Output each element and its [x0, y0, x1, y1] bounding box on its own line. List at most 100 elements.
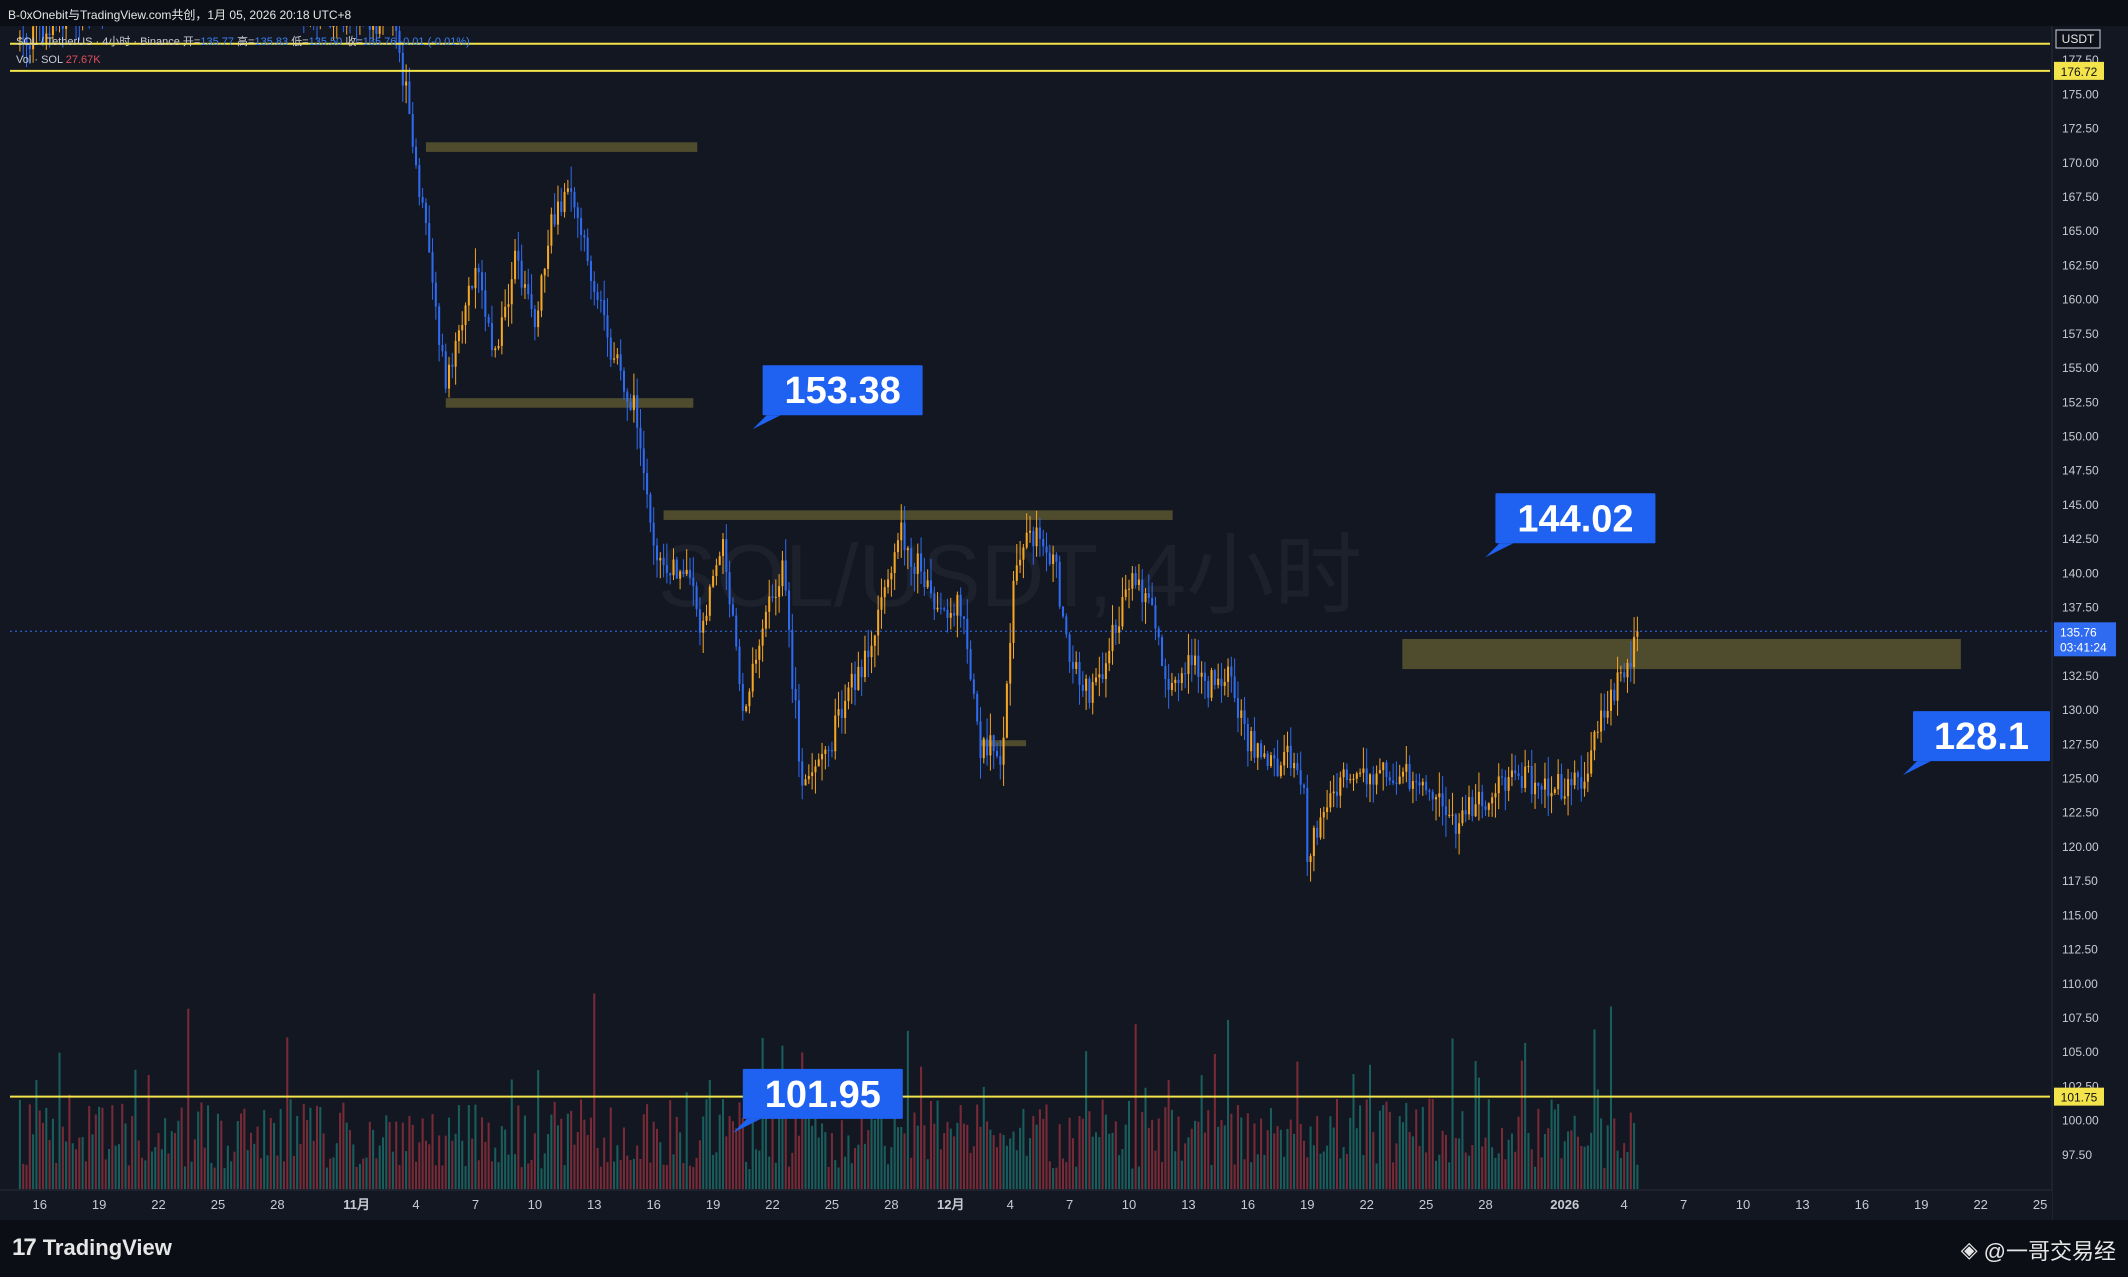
candle-body: [1428, 790, 1431, 792]
volume-bar: [273, 1122, 276, 1189]
candle-body: [920, 553, 923, 572]
volume-bar: [240, 1113, 243, 1189]
volume-bar: [662, 1164, 665, 1189]
candle-body: [708, 586, 711, 616]
candle-body: [1061, 606, 1065, 617]
volume-bar: [1104, 1114, 1107, 1189]
volume-bar: [1094, 1132, 1098, 1189]
volume-bar: [355, 1166, 358, 1189]
candle-body: [1108, 650, 1111, 664]
volume-bar: [1421, 1106, 1424, 1189]
candle-body: [1164, 666, 1167, 679]
candle-body: [962, 616, 966, 619]
price-tick-label: 167.50: [2062, 190, 2099, 204]
candle-body: [1144, 593, 1147, 603]
volume-bar: [811, 1125, 814, 1189]
volume-bar: [1154, 1150, 1157, 1189]
candle-body: [867, 650, 870, 658]
volume-bar: [1240, 1117, 1243, 1189]
price-tick-label: 107.50: [2062, 1011, 2099, 1025]
volume-bar: [398, 1164, 401, 1189]
volume-bar: [160, 1149, 163, 1189]
volume-bar: [1560, 1158, 1563, 1189]
volume-bar: [434, 1165, 437, 1189]
candle-body: [342, 26, 345, 27]
time-tick-label: 11月: [343, 1197, 370, 1212]
candle-body: [1210, 670, 1213, 698]
volume-bar: [1028, 1138, 1032, 1189]
candle-body: [1253, 731, 1256, 758]
volume-bar: [339, 1112, 342, 1189]
candle-body: [1019, 559, 1022, 566]
zone-rect: [663, 510, 1173, 520]
candle-body: [530, 294, 533, 310]
volume-bar: [203, 1147, 206, 1189]
volume-bar: [368, 1121, 371, 1189]
volume-bar: [1141, 1111, 1144, 1189]
volume-bar: [1309, 1126, 1312, 1189]
price-tick-label: 110.00: [2062, 977, 2098, 991]
candle-body: [913, 566, 916, 574]
callout-pointer: [732, 1118, 761, 1133]
ohlc-value: 135.83: [254, 36, 291, 48]
volume-bar: [484, 1141, 487, 1189]
time-axis[interactable]: 16 19 22 25 28 11月 4 7 10 13 16 19 22 25 28 12月 4 7 10 13 16…: [0, 1189, 2052, 1220]
volume-bar: [104, 1159, 107, 1189]
candle-body: [414, 146, 418, 166]
volume-bar: [649, 1162, 652, 1189]
tradingview-logo[interactable]: 17 TradingView: [12, 1234, 172, 1262]
volume-bar: [870, 1114, 873, 1189]
time-tick-label: 13: [587, 1197, 601, 1212]
volume-bar: [1121, 1149, 1124, 1189]
volume-bar: [721, 1099, 725, 1189]
candle-body: [1547, 778, 1550, 797]
volume-bar: [1177, 1116, 1180, 1189]
price-axis[interactable]: USDT177.50175.00172.50170.00167.50165.00…: [2051, 26, 2128, 1220]
price-callout-labels[interactable]: 153.38 144.02 128.1 101.95: [732, 365, 2050, 1133]
time-tick-label: 25: [1419, 1197, 1433, 1212]
volume-bar: [500, 1126, 503, 1189]
volume-bar: [553, 1101, 556, 1189]
candle-body: [395, 26, 398, 32]
volume-bar: [1091, 1136, 1094, 1189]
candle-body: [1104, 663, 1107, 680]
support-resistance-zones[interactable]: [425, 142, 1961, 747]
candle-body: [1154, 605, 1157, 629]
candle-body: [1180, 673, 1183, 684]
candle-body: [1359, 772, 1362, 774]
candle-body: [768, 596, 771, 612]
chart-canvas[interactable]: SOL/USDT, 4小时 153.38 144.02 128.1 101.95 SO…: [0, 26, 2128, 1220]
candle-body: [1015, 565, 1018, 581]
volume-bar: [1071, 1138, 1074, 1189]
volume-bar: [807, 1103, 810, 1189]
candle-body: [474, 268, 477, 289]
volume-bar: [692, 1167, 695, 1189]
candle-body: [1481, 791, 1484, 807]
candle-body: [1137, 579, 1140, 586]
price-tick-label: 142.50: [2062, 532, 2099, 546]
candle-body: [467, 285, 470, 306]
volume-bar: [1128, 1100, 1131, 1189]
candle-body: [1497, 776, 1500, 794]
candle-body: [1005, 683, 1008, 738]
volume-bar: [1009, 1138, 1012, 1189]
volume-bar: [471, 1138, 474, 1189]
candle-body: [834, 715, 837, 752]
candle-body: [906, 548, 909, 551]
volume-bar: [1392, 1162, 1395, 1189]
volume-bar: [1233, 1164, 1236, 1189]
time-tick-label: 16: [1241, 1197, 1255, 1212]
candle-body: [1012, 580, 1015, 643]
volume-bar: [1137, 1166, 1140, 1189]
volume-bar: [1534, 1166, 1537, 1189]
volume-bar: [771, 1116, 774, 1189]
candle-body: [791, 629, 794, 689]
candle-body: [444, 351, 447, 389]
volume-bar: [1501, 1127, 1504, 1189]
candle-body: [438, 306, 441, 345]
candle-body: [378, 26, 381, 35]
price-tick-label: 140.00: [2062, 566, 2099, 580]
volume-bar: [213, 1167, 216, 1189]
volume-bar: [282, 1161, 286, 1189]
horizontal-lines[interactable]: [10, 42, 2050, 1098]
